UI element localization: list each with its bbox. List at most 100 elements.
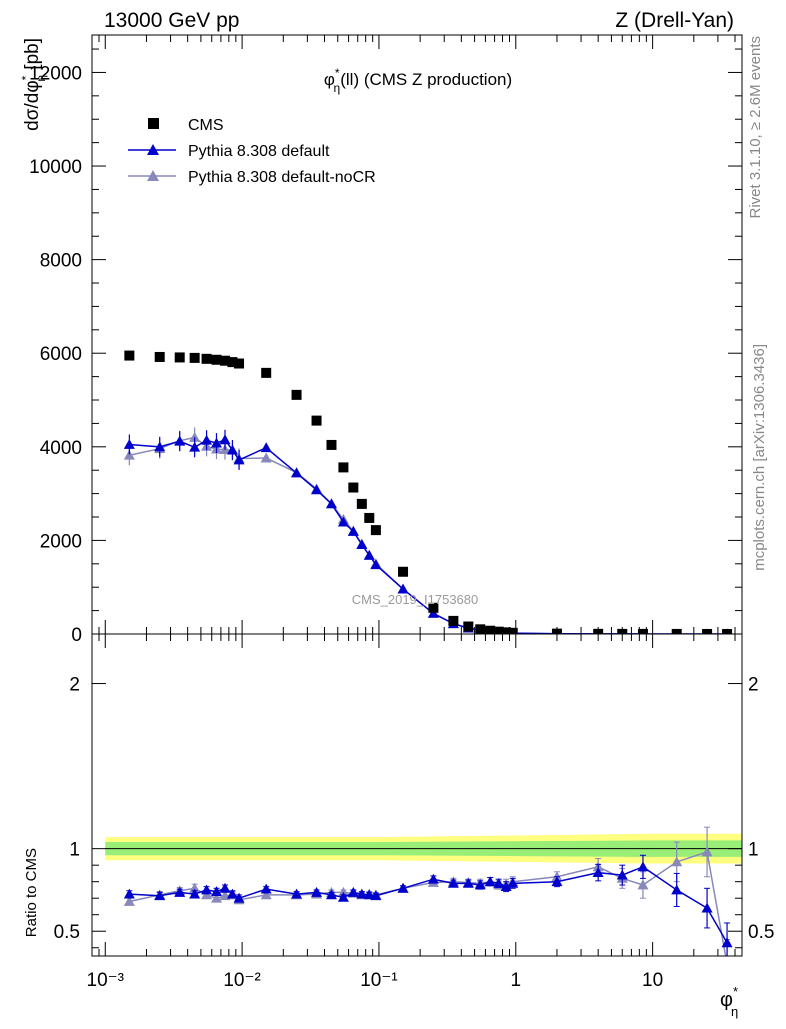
data-point-square [475, 624, 486, 634]
data-point-square [702, 628, 713, 634]
ratio-point-triangle [233, 892, 245, 903]
ratio-point-triangle [701, 902, 713, 913]
data-point-square [448, 615, 459, 626]
x-tick-labels: 10⁻³ 10⁻² 10⁻¹ 1 10 [87, 970, 664, 991]
header-left: 13000 GeV pp [104, 9, 239, 32]
ratio-axis-ticks [91, 634, 742, 956]
x-axis-label: φ* η [720, 984, 738, 1019]
legend-item-default: Pythia 8.308 default [128, 143, 330, 160]
ratio-point-triangle [592, 867, 604, 878]
ratio-y-tick-label: 0.5 [54, 922, 80, 943]
data-point-square [291, 389, 302, 400]
ratio-point-triangle [484, 876, 496, 887]
y-tick-label: 2000 [40, 531, 82, 552]
ratio-y-tick-label-right: 0.5 [748, 922, 774, 943]
data-point-triangle [174, 435, 186, 446]
x-tick-label: 10⁻² [223, 970, 261, 991]
data-point-triangle [347, 526, 359, 536]
data-point-square [722, 628, 733, 634]
data-point-square [637, 628, 648, 634]
ratio-point-triangle [325, 889, 337, 900]
ratio-point-triangle [291, 888, 303, 899]
header-right: Z (Drell-Yan) [615, 9, 734, 32]
ratio-point-triangle [671, 856, 683, 867]
ratio-point-triangle [722, 959, 733, 969]
rivet-version-label: Rivet 3.1.10, ≥ 2.6M events [747, 36, 764, 219]
ratio-point-triangle [123, 896, 135, 906]
ratio-point-triangle [210, 886, 222, 896]
data-point-square [201, 353, 212, 364]
ratio-point-triangle [210, 892, 222, 903]
ratio-frame [91, 633, 743, 957]
ratio-point-triangle [123, 888, 135, 899]
data-point-square [507, 627, 518, 634]
data-point-square [551, 628, 562, 634]
data-point-square [189, 352, 200, 363]
ratio-plot-marks [123, 826, 733, 969]
data-point-square [234, 358, 245, 369]
legend-label-default: Pythia 8.308 default [188, 143, 330, 160]
ratio-series-line [129, 865, 728, 944]
legend-marker-cms [148, 118, 159, 129]
data-point-triangle [363, 549, 375, 560]
data-point-square [463, 621, 474, 632]
data-point-square [227, 357, 238, 368]
y-tick-label: 4000 [40, 438, 82, 459]
data-point-square [593, 628, 604, 634]
data-point-triangle [210, 437, 222, 448]
main-panel: 0 2000 4000 6000 8000 10000 12000 φ* η(ll) (CMS… [19, 34, 743, 646]
ratio-point-triangle [370, 890, 382, 901]
x-tick-label: 10 [642, 970, 663, 991]
ratio-point-triangle [500, 881, 512, 892]
data-point-triangle [219, 434, 231, 445]
ratio-point-triangle [189, 888, 201, 899]
data-point-square [261, 367, 272, 378]
ratio-y-tick-label: 2 [69, 675, 80, 696]
legend-item-cms: CMS [148, 117, 224, 134]
ratio-point-triangle [637, 879, 649, 890]
data-point-square [338, 462, 349, 473]
data-point-triangle [397, 583, 409, 594]
data-point-square [348, 482, 359, 493]
ratio-y-tick-labels: 0.5 0.5 1 1 2 2 [54, 675, 775, 944]
ratio-panel: 0.5 0.51 12 2 Ratio to CMS 10⁻³ 10⁻² 10⁻¹ 1 10 … [23, 633, 775, 1019]
data-point-square [326, 439, 337, 450]
data-point-square [501, 627, 512, 634]
ratio-point-triangle [311, 886, 323, 897]
ratio-point-triangle [347, 886, 359, 897]
data-point-square [211, 354, 222, 365]
ratio-point-triangle [551, 871, 563, 882]
ratio-y-tick-label: 1 [69, 840, 80, 861]
ratio-point-triangle [260, 889, 272, 900]
ratio-point-triangle [154, 890, 166, 901]
data-point-triangle [260, 442, 272, 453]
ratio-point-triangle [174, 886, 186, 897]
ratio-point-triangle [260, 883, 272, 894]
y-tick-label: 0 [71, 625, 82, 646]
data-point-triangle [337, 516, 349, 527]
data-point-triangle [427, 607, 439, 618]
ratio-series-line [129, 850, 727, 956]
ratio-point-triangle [363, 889, 375, 900]
data-point-square [617, 628, 628, 634]
data-point-triangle [325, 498, 337, 509]
watermark: CMS_2019_I1753680 [352, 592, 479, 607]
ratio-point-triangle [201, 884, 213, 895]
data-point-square [311, 415, 322, 426]
data-point-triangle [189, 441, 201, 452]
legend-item-nocr: Pythia 8.308 default-noCR [128, 169, 376, 186]
ratio-point-triangle [201, 889, 213, 900]
y-tick-label: 10000 [29, 157, 82, 178]
ratio-point-triangle [226, 888, 238, 899]
ratio-point-triangle [219, 882, 231, 893]
data-point-square [428, 602, 439, 613]
ratio-point-triangle [447, 877, 459, 888]
data-point-triangle [154, 441, 166, 452]
x-tick-label: 10⁻¹ [360, 970, 398, 991]
data-point-triangle [226, 444, 238, 455]
x-tick-label: 1 [510, 970, 521, 991]
mcplots-label: mcplots.cern.ch [arXiv:1306.3436] [751, 344, 768, 571]
ratio-point-triangle [462, 877, 474, 888]
y-tick-label: 12000 [29, 63, 82, 84]
